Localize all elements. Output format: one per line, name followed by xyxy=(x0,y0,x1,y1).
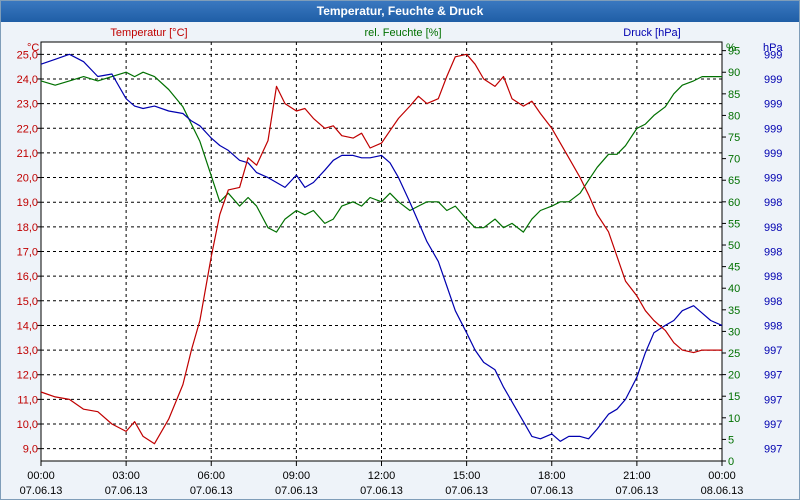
pressure-tick-label: 997 xyxy=(764,370,782,382)
humidity-tick-label: 30 xyxy=(728,326,740,338)
temperature-tick-label: 14,0 xyxy=(17,320,38,332)
x-tick-time-label: 15:00 xyxy=(453,470,481,482)
temperature-tick-label: 25,0 xyxy=(17,49,38,61)
x-tick-date-label: 07.06.13 xyxy=(615,485,658,497)
humidity-tick-label: 50 xyxy=(728,240,740,252)
pressure-tick-label: 999 xyxy=(764,123,782,135)
x-tick-time-label: 21:00 xyxy=(623,470,651,482)
temperature-tick-label: 15,0 xyxy=(17,296,38,308)
x-tick-date-label: 07.06.13 xyxy=(275,485,318,497)
pressure-tick-label: 998 xyxy=(764,296,782,308)
humidity-tick-label: 55 xyxy=(728,218,740,230)
humidity-series-label: rel. Feuchte [%] xyxy=(364,27,441,39)
pressure-tick-label: 997 xyxy=(764,345,782,357)
humidity-tick-label: 15 xyxy=(728,391,740,403)
humidity-tick-label: 80 xyxy=(728,110,740,122)
x-tick-time-label: 03:00 xyxy=(112,470,140,482)
humidity-tick-label: 5 xyxy=(728,434,734,446)
temperature-tick-label: 10,0 xyxy=(17,419,38,431)
x-tick-time-label: 00:00 xyxy=(27,470,55,482)
humidity-tick-label: 45 xyxy=(728,262,740,274)
temperature-tick-label: 24,0 xyxy=(17,74,38,86)
pressure-tick-label: 997 xyxy=(764,419,782,431)
temperature-series-label: Temperatur [°C] xyxy=(110,27,187,39)
x-tick-date-label: 07.06.13 xyxy=(360,485,403,497)
pressure-tick-label: 999 xyxy=(764,99,782,111)
temperature-tick-label: 11,0 xyxy=(17,394,38,406)
pressure-tick-label: 998 xyxy=(764,222,782,234)
temperature-tick-label: 9,0 xyxy=(23,444,38,456)
pressure-series-line xyxy=(40,53,723,442)
humidity-tick-label: 10 xyxy=(728,413,740,425)
temperature-tick-label: 21,0 xyxy=(17,148,38,160)
chart-svg: 00:00 07.06.13 03:00 07.06.13 06:00 07.06.13 0… xyxy=(17,27,784,497)
humidity-tick-label: 65 xyxy=(728,175,740,187)
x-tick-date-label: 07.06.13 xyxy=(20,485,63,497)
temperature-tick-label: 23,0 xyxy=(17,99,38,111)
pressure-tick-label: 998 xyxy=(764,247,782,259)
humidity-tick-label: 60 xyxy=(728,197,740,209)
temperature-tick-label: 13,0 xyxy=(17,345,38,357)
temperature-tick-label: 20,0 xyxy=(17,173,38,185)
pressure-tick-label: 999 xyxy=(764,74,782,86)
pressure-tick-label: 998 xyxy=(764,320,782,332)
humidity-tick-label: 75 xyxy=(728,132,740,144)
pressure-series-label: Druck [hPa] xyxy=(623,27,680,39)
temperature-tick-label: 12,0 xyxy=(17,370,38,382)
humidity-tick-label: 0 xyxy=(728,456,734,468)
temperature-series-line xyxy=(40,53,722,445)
pressure-tick-label: 998 xyxy=(764,197,782,209)
temperature-tick-label: 17,0 xyxy=(17,247,38,259)
x-tick-date-label: 08.06.13 xyxy=(701,485,744,497)
humidity-unit-label: % xyxy=(726,42,736,54)
pressure-tick-label: 998 xyxy=(764,271,782,283)
humidity-tick-label: 90 xyxy=(728,67,740,79)
window-title: Temperatur, Feuchte & Druck xyxy=(1,1,799,22)
temperature-tick-label: 22,0 xyxy=(17,123,38,135)
x-tick-date-label: 07.06.13 xyxy=(190,485,233,497)
temperature-tick-label: 18,0 xyxy=(17,222,38,234)
humidity-tick-label: 20 xyxy=(728,370,740,382)
humidity-series-line xyxy=(40,71,722,233)
series-layer xyxy=(40,53,723,445)
x-tick-date-label: 07.06.13 xyxy=(445,485,488,497)
pressure-tick-label: 999 xyxy=(764,148,782,160)
pressure-tick-label: 999 xyxy=(764,173,782,185)
temperature-tick-label: 19,0 xyxy=(17,197,38,209)
x-tick-time-label: 12:00 xyxy=(368,470,396,482)
pressure-unit-label: hPa xyxy=(763,42,783,54)
humidity-tick-label: 35 xyxy=(728,305,740,317)
humidity-tick-label: 40 xyxy=(728,283,740,295)
x-tick-time-label: 06:00 xyxy=(197,470,225,482)
temperature-unit-label: °C xyxy=(27,42,39,54)
x-tick-time-label: 18:00 xyxy=(538,470,566,482)
x-tick-time-label: 00:00 xyxy=(708,470,736,482)
humidity-tick-label: 95 xyxy=(728,46,740,58)
temperature-tick-label: 16,0 xyxy=(17,271,38,283)
pressure-tick-label: 997 xyxy=(764,444,782,456)
axis-layer: 00:00 07.06.13 03:00 07.06.13 06:00 07.06.13 0… xyxy=(17,46,783,497)
humidity-tick-label: 70 xyxy=(728,154,740,166)
humidity-tick-label: 25 xyxy=(728,348,740,360)
x-tick-date-label: 07.06.13 xyxy=(530,485,573,497)
grid-lines xyxy=(41,42,722,461)
pressure-tick-label: 997 xyxy=(764,394,782,406)
pressure-tick-label: 999 xyxy=(764,49,782,61)
x-tick-time-label: 09:00 xyxy=(283,470,311,482)
x-tick-date-label: 07.06.13 xyxy=(105,485,148,497)
humidity-tick-label: 85 xyxy=(728,89,740,101)
